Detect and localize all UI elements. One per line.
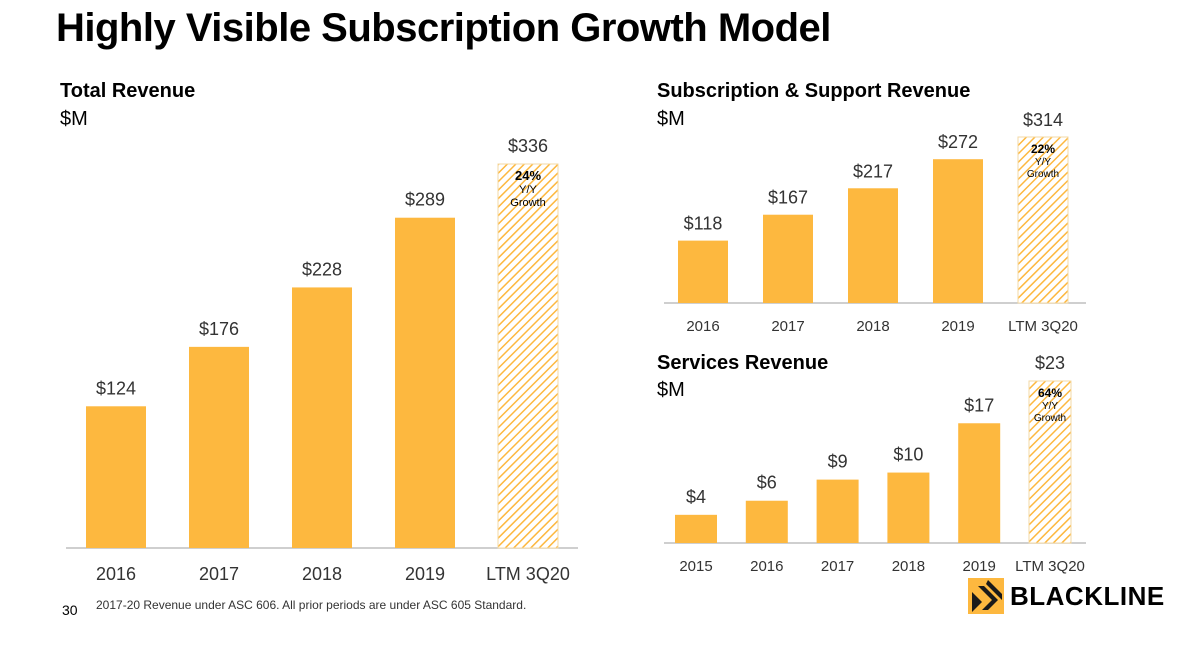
x-tick-label: 2018	[856, 318, 889, 335]
bar-2019	[933, 159, 983, 303]
growth-percent: 24%	[515, 168, 541, 183]
growth-label-growth: Growth	[510, 197, 545, 209]
page-title: Highly Visible Subscription Growth Model	[56, 6, 831, 50]
bar-2016	[745, 500, 788, 543]
bar-2015	[675, 514, 717, 543]
bar-ltm-3q20	[1028, 380, 1072, 544]
total-revenue-title: Total Revenue	[60, 80, 196, 102]
bar-2017	[816, 479, 859, 543]
x-tick-label: 2017	[771, 318, 804, 335]
services-revenue-unit: $M	[657, 379, 685, 401]
page-number: 30	[62, 602, 78, 618]
services-revenue-title: Services Revenue	[657, 352, 829, 374]
x-tick-label: 2016	[96, 564, 136, 584]
blackline-logo-text: BLACKLINE	[1010, 580, 1165, 611]
x-tick-label: LTM 3Q20	[486, 564, 570, 584]
x-tick-label: LTM 3Q20	[1008, 318, 1078, 335]
x-tick-label: 2018	[892, 558, 925, 575]
subscription-revenue-unit: $M	[657, 108, 685, 130]
growth-label-growth: Growth	[1027, 169, 1059, 180]
x-tick-label: 2016	[686, 318, 719, 335]
data-label: $118	[684, 214, 723, 234]
data-label: $176	[199, 319, 239, 339]
x-tick-label: 2019	[405, 564, 445, 584]
bar-2019	[395, 217, 455, 548]
bar-2019	[958, 423, 1001, 543]
data-label: $217	[853, 161, 893, 181]
growth-label-yy: Y/Y	[519, 184, 537, 196]
data-label: $289	[405, 190, 445, 210]
data-label: $10	[893, 445, 923, 465]
data-label: $272	[938, 132, 978, 152]
growth-percent: 22%	[1031, 142, 1055, 156]
subscription-revenue-title: Subscription & Support Revenue	[657, 80, 971, 102]
x-tick-label: 2016	[750, 558, 783, 575]
bar-ltm-3q20	[497, 163, 559, 549]
data-label: $167	[768, 188, 808, 208]
bar-2017	[189, 346, 249, 548]
data-label: $4	[686, 487, 706, 507]
data-label: $6	[757, 473, 777, 493]
x-tick-label: 2017	[821, 558, 854, 575]
footnote: 2017-20 Revenue under ASC 606. All prior…	[96, 598, 527, 612]
data-label: $124	[96, 378, 136, 398]
growth-label-yy: Y/Y	[1035, 157, 1051, 168]
data-label: $228	[302, 259, 342, 279]
blackline-logo: BLACKLINE	[968, 578, 1165, 614]
x-tick-label: 2019	[941, 318, 974, 335]
bar-2018	[292, 287, 352, 548]
x-tick-label: 2018	[302, 564, 342, 584]
bar-2017	[763, 214, 813, 303]
data-label: $17	[964, 395, 994, 415]
growth-label-growth: Growth	[1034, 413, 1066, 424]
growth-percent: 64%	[1038, 386, 1062, 400]
data-label: $314	[1023, 110, 1063, 130]
data-label: $336	[508, 136, 548, 156]
growth-label-yy: Y/Y	[1042, 401, 1058, 412]
data-label: $23	[1035, 353, 1065, 373]
bar-2018	[848, 188, 898, 303]
data-label: $9	[828, 452, 848, 472]
bar-2018	[887, 472, 930, 543]
x-tick-label: 2019	[963, 558, 996, 575]
bar-2016	[86, 406, 146, 548]
x-tick-label: LTM 3Q20	[1015, 558, 1085, 575]
bar-ltm-3q20	[1017, 136, 1069, 304]
x-tick-label: 2017	[199, 564, 239, 584]
bar-2016	[678, 240, 728, 303]
x-tick-label: 2015	[679, 558, 712, 575]
total-revenue-unit: $M	[60, 108, 88, 130]
blackline-logo-icon	[968, 578, 1004, 614]
